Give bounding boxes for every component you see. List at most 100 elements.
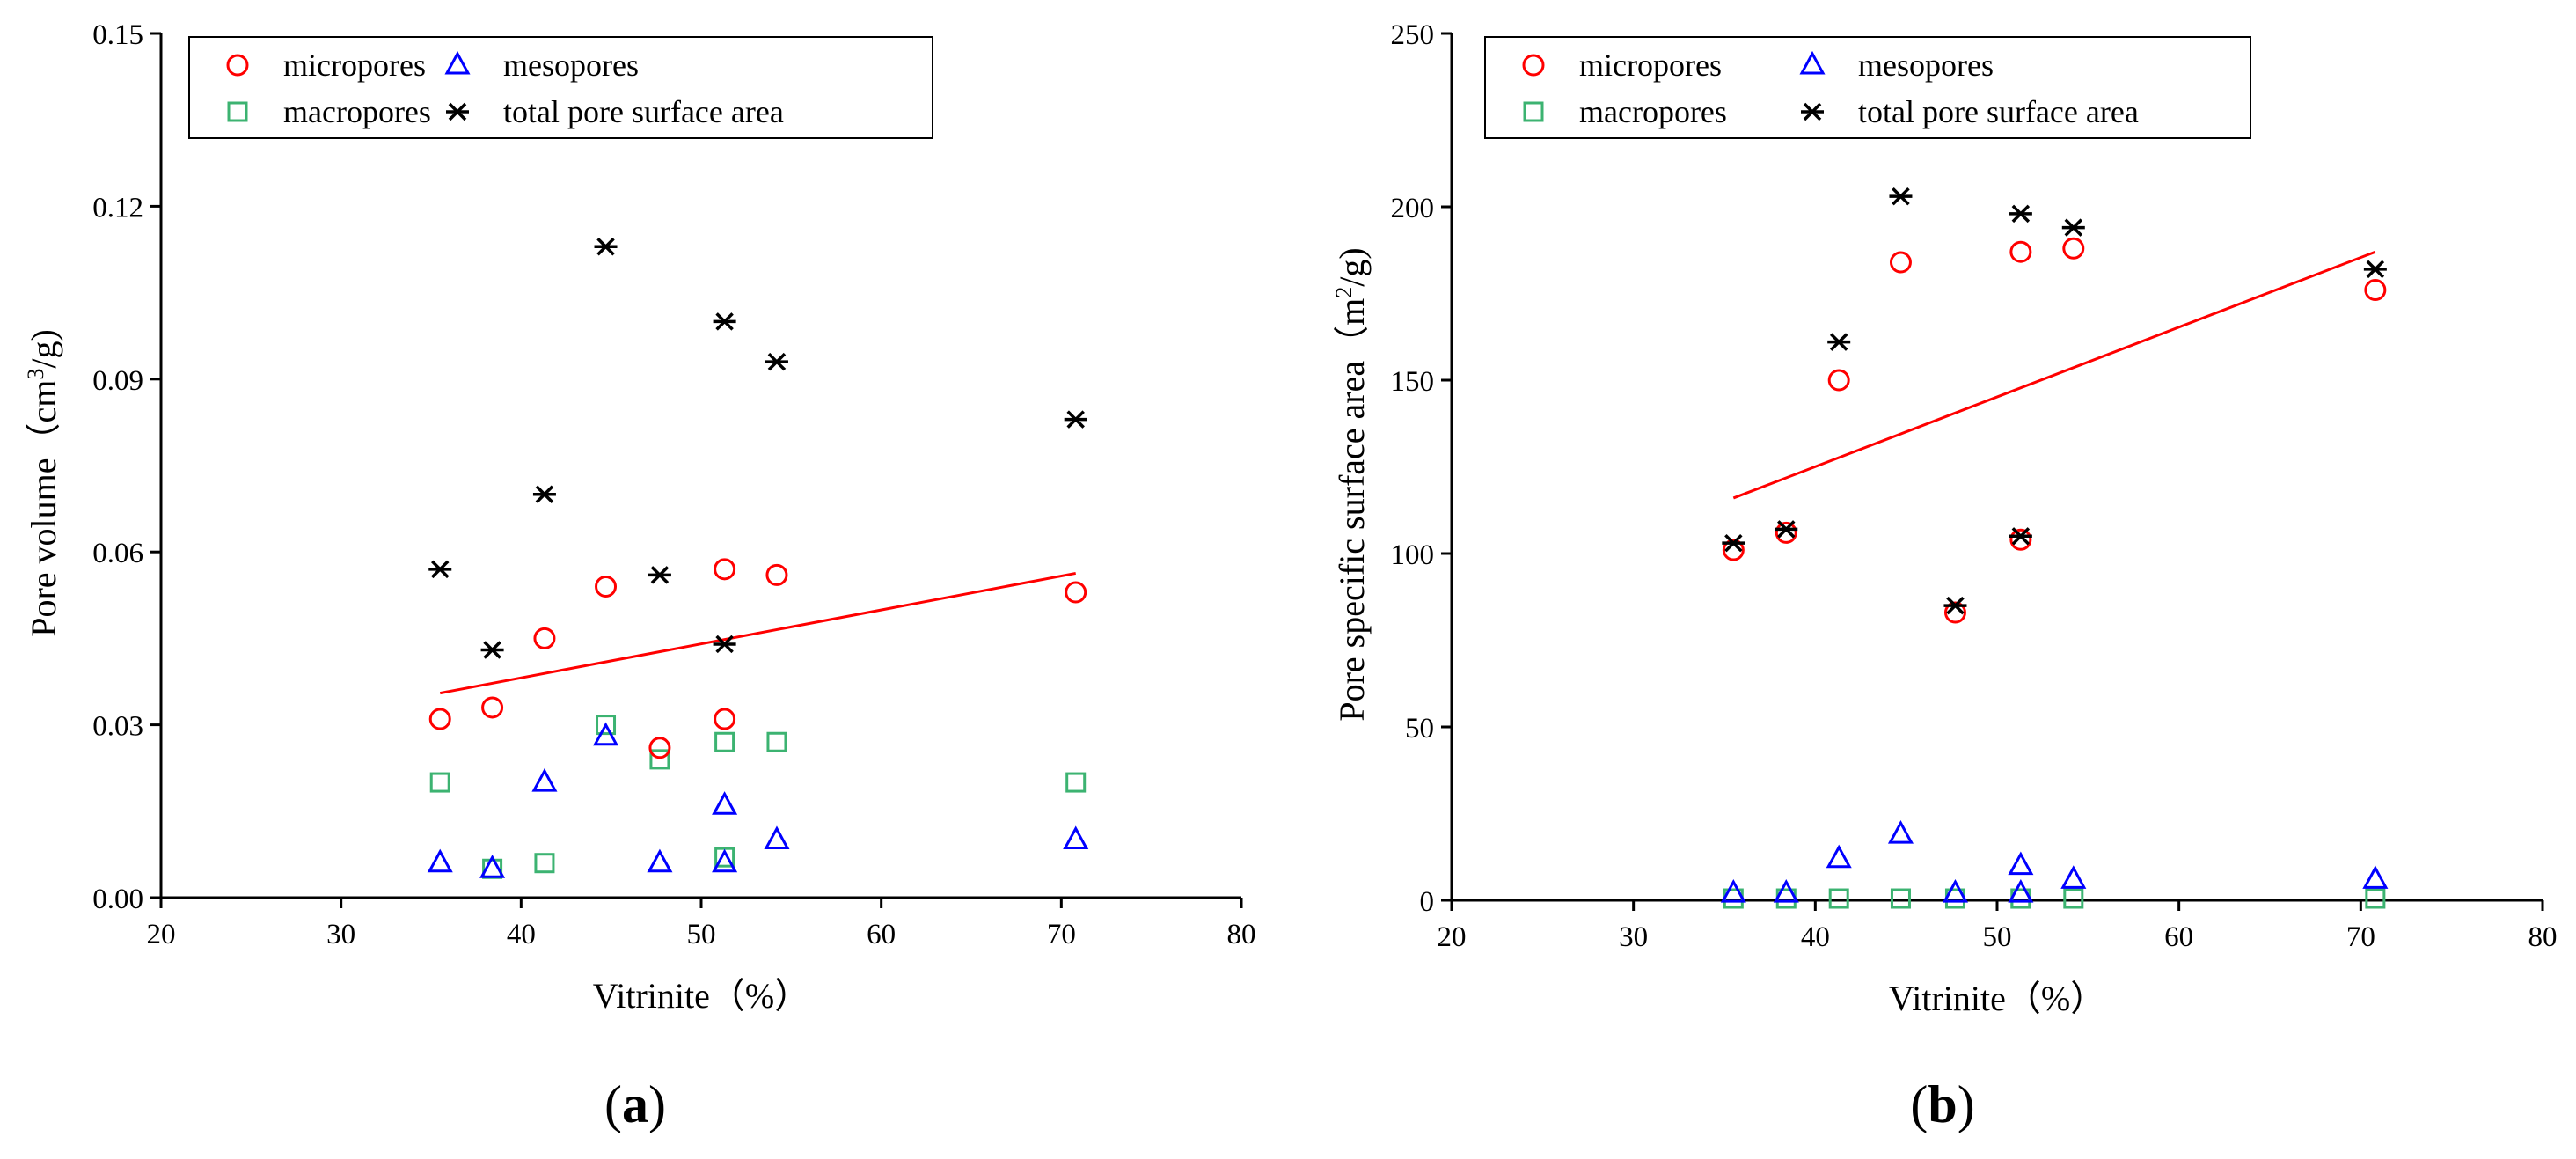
data-point-square	[766, 731, 787, 752]
y-tick-label: 250	[1391, 19, 1435, 51]
data-point-asterisk	[648, 566, 671, 584]
data-point-circle	[648, 737, 671, 759]
x-tick-label: 30	[326, 919, 355, 950]
data-point-circle	[533, 627, 556, 649]
legend-label: macropores	[283, 94, 431, 129]
data-point-asterisk	[480, 641, 504, 659]
legend: micropores mesopores macropores total pore …	[188, 36, 933, 139]
data-point-triangle	[2008, 851, 2034, 876]
data-point-square	[2063, 888, 2084, 909]
x-tick-label: 50	[687, 919, 716, 950]
data-point-triangle	[1887, 820, 1914, 844]
data-point-circle	[1827, 369, 1850, 392]
data-point-circle	[2062, 237, 2085, 260]
y-tick-label: 200	[1391, 193, 1435, 224]
x-tick-label: 40	[507, 919, 536, 950]
chart-panel-b: 20 30 40 50 60 70 80 0 50 100 150 200 250 Vitrinite（%…	[1331, 19, 2558, 1018]
x-tick-label: 30	[1619, 921, 1648, 953]
data-point-asterisk	[1943, 596, 1967, 615]
data-point-asterisk	[1827, 333, 1851, 351]
y-axis-title: Pore specific surface area（m2/g)	[1331, 247, 1372, 721]
data-point-square	[1890, 888, 1911, 909]
data-point-triangle	[2060, 865, 2087, 889]
y-tick-label: 100	[1391, 539, 1435, 571]
data-point-triangle	[764, 825, 790, 850]
data-point-asterisk	[2009, 527, 2032, 546]
legend-label: total pore surface area	[503, 94, 784, 129]
y-tick-label: 50	[1405, 713, 1434, 745]
data-point-asterisk	[1889, 187, 1913, 206]
data-point-triangle	[479, 855, 506, 878]
y-tick-label: 0.06	[92, 538, 143, 569]
legend-label: micropores	[1579, 48, 1722, 83]
data-point-circle	[595, 575, 618, 598]
y-axis-title: Pore volume（cm3/g)	[23, 329, 63, 637]
data-point-circle	[1889, 251, 1912, 274]
legend-box	[188, 36, 933, 139]
legend-label: macropores	[1579, 94, 1727, 129]
data-point-asterisk	[594, 237, 618, 256]
x-tick-label: 80	[2528, 921, 2558, 953]
y-tick-label: 0	[1420, 886, 1435, 918]
legend-box	[1484, 36, 2251, 139]
data-point-circle	[481, 696, 504, 719]
data-point-asterisk	[2061, 218, 2085, 237]
legend-label: mesopores	[1858, 48, 1994, 83]
data-point-triangle	[2362, 865, 2389, 889]
data-point-asterisk	[1064, 410, 1087, 429]
y-tick-label: 150	[1391, 366, 1435, 398]
data-point-asterisk	[2363, 260, 2387, 279]
y-tick-label: 0.03	[92, 711, 143, 743]
data-point-square	[596, 715, 617, 736]
legend-label: mesopores	[503, 48, 639, 83]
data-point-asterisk	[428, 560, 452, 579]
legend-marker-square	[227, 101, 248, 122]
data-point-circle	[714, 558, 736, 581]
legend-label: total pore surface area	[1858, 94, 2139, 129]
trendline	[1732, 250, 2376, 500]
legend-marker-circle	[1522, 54, 1545, 77]
data-point-asterisk	[1722, 533, 1745, 553]
data-point-circle	[1722, 539, 1745, 561]
data-point-triangle	[712, 791, 738, 815]
data-point-square	[534, 853, 555, 874]
data-point-triangle	[1063, 825, 1089, 850]
data-point-triangle	[531, 767, 558, 792]
x-tick-label: 70	[1047, 919, 1076, 950]
data-point-triangle	[1942, 878, 1968, 903]
y-tick-label: 0.15	[92, 19, 143, 51]
data-point-triangle	[647, 848, 673, 873]
x-tick-label: 60	[867, 919, 896, 950]
y-tick-label: 0.09	[92, 365, 143, 397]
data-point-triangle	[712, 848, 738, 873]
data-point-circle	[714, 708, 736, 730]
data-point-circle	[2009, 528, 2032, 551]
legend-marker-square	[1523, 101, 1544, 122]
data-point-circle	[2009, 240, 2032, 263]
data-point-triangle	[1773, 878, 1799, 903]
legend-marker-asterisk	[446, 102, 469, 121]
x-tick-label: 60	[2164, 921, 2193, 953]
chart-panel-a: 20 30 40 50 60 70 80 0.00 0.03 0.06 0.09 0.12 0.15 Vi…	[23, 19, 1256, 1016]
legend-marker-asterisk	[1801, 102, 1824, 121]
data-point-circle	[765, 563, 788, 586]
caption-b: (b)	[1910, 1075, 1974, 1133]
x-tick-label: 50	[1983, 921, 2012, 953]
legend: micropores mesopores macropores total pore …	[1484, 36, 2251, 139]
data-point-square	[714, 731, 735, 752]
trendline	[439, 571, 1076, 695]
data-point-square	[1065, 772, 1087, 793]
data-point-circle	[2364, 279, 2387, 302]
data-point-square	[2365, 888, 2386, 909]
legend-marker-triangle	[1799, 50, 1826, 75]
data-point-circle	[1775, 521, 1797, 544]
data-point-triangle	[1826, 844, 1852, 869]
data-point-square	[429, 772, 450, 793]
legend-marker-triangle	[444, 50, 471, 75]
legend-marker-circle	[226, 54, 249, 77]
caption-a: (a)	[604, 1075, 666, 1133]
data-point-square	[649, 749, 670, 770]
data-point-asterisk	[532, 485, 556, 503]
legend-label: micropores	[283, 48, 426, 83]
